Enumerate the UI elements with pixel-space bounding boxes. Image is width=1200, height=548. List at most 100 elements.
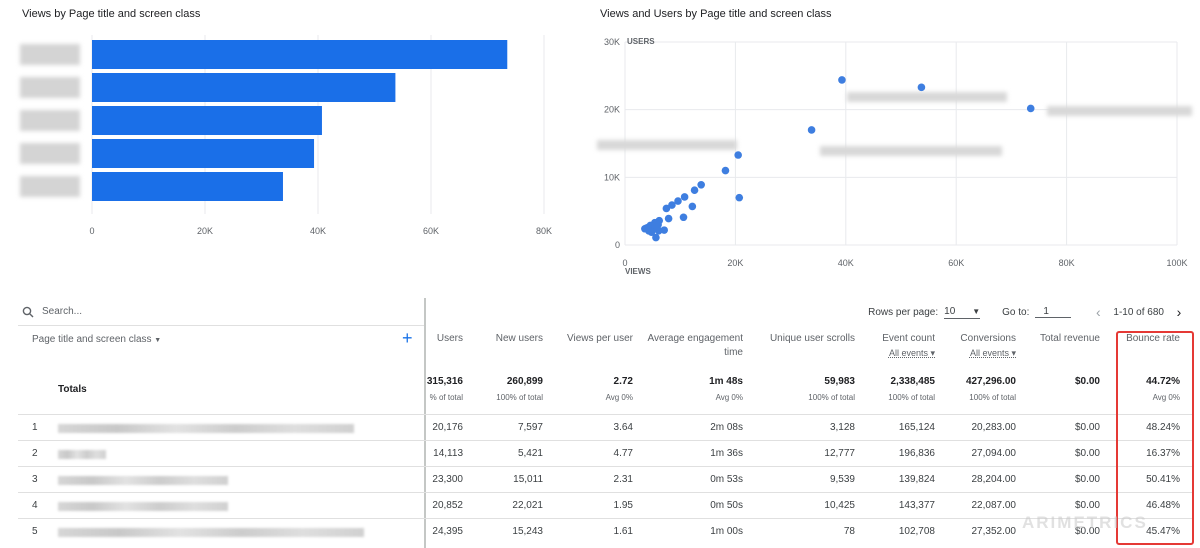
page-title-redacted <box>58 476 228 485</box>
scatter-chart: 0 20K 40K 60K 80K 100K 0 10K 20K 30K USERS VIEWS <box>597 37 1192 276</box>
table-cell: 0m 50s <box>710 500 743 511</box>
scatter-point[interactable] <box>734 151 742 159</box>
table-cell: 165,124 <box>898 422 935 433</box>
bar[interactable] <box>92 106 322 135</box>
table-row[interactable]: 4 20,852 22,021 1.95 0m 50s 10,425 143,377 22,0… <box>18 492 1194 518</box>
scatter-point[interactable] <box>660 226 668 234</box>
table-cell: 20,852 <box>432 500 463 511</box>
scatter-point[interactable] <box>674 197 682 205</box>
table-cell: 3,128 <box>829 422 855 433</box>
prev-page-icon[interactable]: ‹ <box>1096 304 1101 320</box>
table-cell: 27,352.00 <box>971 526 1017 537</box>
column-header[interactable]: Unique user scrolls <box>755 332 855 346</box>
scatter-point[interactable] <box>838 76 846 84</box>
scatter-point[interactable] <box>735 193 744 202</box>
totals-cell: 427,296.00 100% of total <box>936 376 1016 402</box>
column-header[interactable]: Average engagement time <box>633 332 743 360</box>
scatter-point[interactable] <box>662 204 671 213</box>
x-tick-label: 60K <box>423 226 439 236</box>
table-cell: 15,011 <box>513 474 543 485</box>
point-label-redacted <box>1047 106 1192 116</box>
scatter-point[interactable] <box>652 233 660 242</box>
scatter-point[interactable] <box>917 83 926 92</box>
table-cell: 45.47% <box>1146 526 1180 537</box>
column-header[interactable]: Event count All events ▾ <box>855 332 935 360</box>
row-index: 3 <box>32 474 38 485</box>
column-header[interactable]: Users <box>393 332 463 346</box>
bar[interactable] <box>92 40 508 69</box>
totals-cell: 2,338,485 100% of total <box>855 376 935 402</box>
totals-subtext: 100% of total <box>888 393 935 402</box>
dimension-header[interactable]: Page title and screen class ▼ <box>32 334 161 345</box>
scatter-point[interactable] <box>690 186 699 194</box>
bar-chart-title: Views by Page title and screen class <box>22 8 201 20</box>
table-row[interactable]: 2 14,113 5,421 4.77 1m 36s 12,777 196,836 27,09… <box>18 440 1194 466</box>
bar[interactable] <box>92 139 315 168</box>
table-cell: 12,777 <box>824 448 855 459</box>
row-index: 5 <box>32 526 38 537</box>
search-input[interactable]: Search... <box>42 306 83 317</box>
table-cell: 78 <box>843 526 855 537</box>
table-row[interactable]: 5 24,395 15,243 1.61 1m 00s 78 102,708 27,352.0… <box>18 518 1194 544</box>
x-tick-label: 80K <box>536 226 552 236</box>
rows-per-page-select[interactable]: 10 ▼ <box>944 306 981 319</box>
table-cell: 15,243 <box>512 526 543 537</box>
column-header[interactable]: Conversions All events ▾ <box>936 332 1016 360</box>
table-cell: 20,283.00 <box>971 422 1017 433</box>
row-index: 2 <box>32 448 38 459</box>
table-row[interactable]: 1 20,176 7,597 3.64 2m 08s 3,128 165,124 20,283… <box>18 414 1194 440</box>
column-header[interactable]: Bounce rate <box>1100 332 1180 346</box>
scatter-point[interactable] <box>721 166 730 175</box>
table-cell: 16.37% <box>1146 448 1180 459</box>
page-title-redacted <box>58 424 354 433</box>
scatter-point[interactable] <box>653 222 661 231</box>
next-page-icon[interactable]: › <box>1176 304 1182 320</box>
scatter-point[interactable] <box>697 180 705 189</box>
totals-subtext: % of total <box>429 393 463 402</box>
table-cell: 5,421 <box>517 448 543 459</box>
row-index: 4 <box>32 500 38 511</box>
column-divider[interactable] <box>424 298 426 548</box>
category-label-redacted <box>20 110 80 131</box>
search-bar[interactable]: Search... <box>18 298 424 326</box>
page-title-redacted <box>58 450 106 459</box>
table-cell: 2.31 <box>613 474 633 485</box>
totals-cell: 260,899 100% of total <box>463 376 543 402</box>
column-header[interactable]: Views per user <box>543 332 633 346</box>
column-header-label: Total revenue <box>1039 333 1100 344</box>
totals-cell: 59,983 100% of total <box>755 376 855 402</box>
scatter-point[interactable] <box>664 214 673 223</box>
scatter-point[interactable] <box>644 226 653 235</box>
bar[interactable] <box>92 73 396 102</box>
table-cell: 0m 53s <box>710 474 743 485</box>
event-filter-dropdown[interactable]: All events ▾ <box>969 348 1016 358</box>
table-cell: 2m 08s <box>710 422 743 433</box>
scatter-point[interactable] <box>679 213 688 222</box>
event-filter-dropdown[interactable]: All events ▾ <box>888 348 935 358</box>
table-cell: 46.48% <box>1146 500 1180 511</box>
scatter-point[interactable] <box>668 201 676 209</box>
scatter-point[interactable] <box>1026 104 1035 113</box>
y-tick-label: 30K <box>604 37 620 47</box>
y-tick-label: 10K <box>604 172 620 182</box>
totals-subtext: Avg 0% <box>715 393 743 402</box>
table-cell: 1m 36s <box>710 448 743 459</box>
table-row[interactable]: 3 23,300 15,011 2.31 0m 53s 9,539 139,824 28,20… <box>18 466 1194 492</box>
chevron-down-icon: ▼ <box>972 306 981 316</box>
column-header[interactable]: New users <box>463 332 543 346</box>
table-cell: 139,824 <box>898 474 935 485</box>
scatter-point[interactable] <box>688 202 697 211</box>
column-header[interactable]: Total revenue <box>1020 332 1100 346</box>
goto-input[interactable]: 1 <box>1035 306 1072 318</box>
table-cell: 196,836 <box>898 448 935 459</box>
bar[interactable] <box>92 172 283 201</box>
totals-subtext: 100% of total <box>969 393 1016 402</box>
scatter-point[interactable] <box>807 126 816 134</box>
table-cell: $0.00 <box>1074 448 1100 459</box>
table-cell: 1m 00s <box>710 526 743 537</box>
scatter-point[interactable] <box>680 193 689 201</box>
add-dimension-icon[interactable]: + <box>402 328 413 348</box>
category-label-redacted <box>20 44 80 65</box>
totals-subtext: Avg 0% <box>605 393 633 402</box>
totals-value: $0.00 <box>1074 376 1100 387</box>
